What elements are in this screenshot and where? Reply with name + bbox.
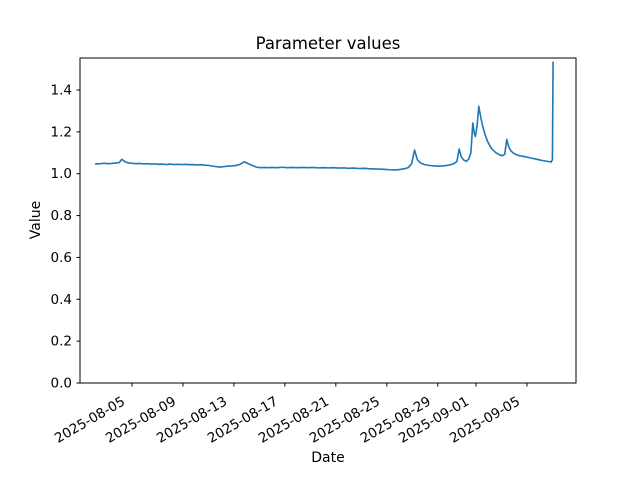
y-axis: 0.0 0.2 0.4 0.6 0.8 1.0 1.2 1.4 bbox=[51, 83, 80, 392]
y-tick-label: 1.0 bbox=[51, 166, 72, 182]
y-tick-label: 1.4 bbox=[51, 83, 72, 99]
y-axis-label: Value bbox=[28, 201, 44, 239]
y-tick-label: 0.8 bbox=[51, 208, 72, 224]
y-tick-label: 0.2 bbox=[51, 334, 72, 350]
y-tick-label: 0.6 bbox=[51, 250, 72, 266]
data-line-series bbox=[94, 61, 554, 171]
x-axis: 2025-08-052025-08-092025-08-132025-08-17… bbox=[52, 383, 528, 447]
chart-title: Parameter values bbox=[256, 34, 401, 53]
y-tick-label: 0.0 bbox=[51, 376, 72, 392]
y-tick-label: 1.2 bbox=[51, 124, 72, 140]
plot-border bbox=[79, 57, 577, 384]
y-tick-label: 0.4 bbox=[51, 292, 72, 308]
x-axis-label: Date bbox=[311, 450, 344, 466]
